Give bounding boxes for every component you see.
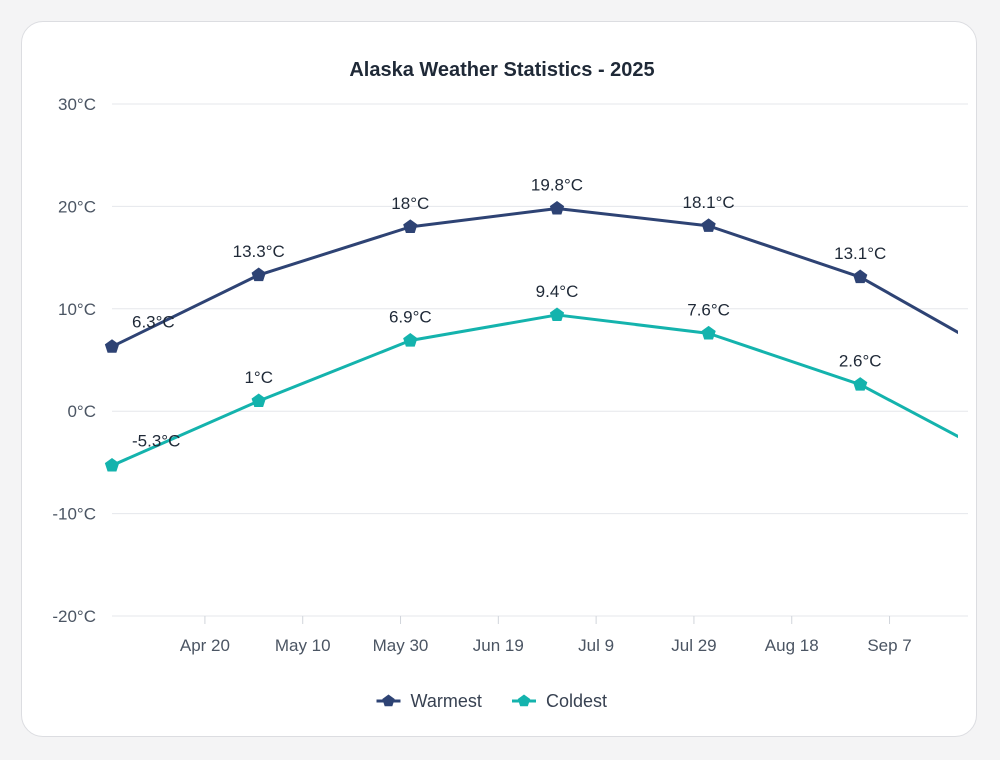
data-point-coldest[interactable] xyxy=(104,457,120,472)
data-point-coldest[interactable] xyxy=(853,377,868,391)
data-label-coldest: -5.3°C xyxy=(132,431,180,450)
series-line-coldest xyxy=(110,313,958,467)
x-tick-label: Jul 29 xyxy=(671,636,716,655)
data-label-coldest: 9.4°C xyxy=(536,282,579,301)
line-chart: Alaska Weather Statistics - 2025 30°C 20°… xyxy=(52,59,968,711)
y-tick-label: -10°C xyxy=(52,505,96,524)
data-point-warmest[interactable] xyxy=(104,339,120,353)
data-point-warmest[interactable] xyxy=(251,267,266,282)
y-tick-label: 0°C xyxy=(67,402,96,421)
data-point-coldest[interactable] xyxy=(403,333,418,347)
data-label-warmest: 13.3°C xyxy=(233,242,285,261)
x-tick-label: Apr 20 xyxy=(180,636,230,655)
legend-marker-icon xyxy=(382,694,395,707)
chart-card: Alaska Weather Statistics - 2025 30°C 20°… xyxy=(21,21,977,737)
chart-title: Alaska Weather Statistics - 2025 xyxy=(349,59,654,81)
legend-marker-icon xyxy=(517,694,531,707)
data-point-warmest[interactable] xyxy=(701,218,716,232)
legend: Warmest Coldest xyxy=(376,691,607,711)
data-label-coldest: 2.6°C xyxy=(839,352,882,371)
legend-item-warmest[interactable]: Warmest xyxy=(376,691,482,711)
data-point-warmest[interactable] xyxy=(549,200,565,215)
y-tick-label: 30°C xyxy=(58,95,96,114)
data-label-warmest: 13.1°C xyxy=(834,244,886,263)
data-label-warmest: 6.3°C xyxy=(132,313,175,332)
x-tick-label: May 30 xyxy=(373,636,429,655)
grid xyxy=(112,103,968,617)
data-point-warmest[interactable] xyxy=(403,219,418,233)
data-labels: 6.3°C 13.3°C 18°C 19.8°C 18.1°C 13.1°C -5.3°C 1… xyxy=(132,175,886,450)
x-tick-label: Aug 18 xyxy=(765,636,819,655)
y-axis: 30°C 20°C 10°C 0°C -10°C -20°C xyxy=(52,95,96,626)
data-point-warmest[interactable] xyxy=(853,269,868,284)
data-label-warmest: 19.8°C xyxy=(531,175,583,194)
data-point-coldest[interactable] xyxy=(549,307,565,322)
y-tick-label: 10°C xyxy=(58,300,96,319)
x-axis: Apr 20 May 10 May 30 Jun 19 Jul 9 Jul 29 Aug 1… xyxy=(180,616,912,655)
x-tick-label: Jul 9 xyxy=(578,636,614,655)
x-tick-label: May 10 xyxy=(275,636,331,655)
data-label-coldest: 7.6°C xyxy=(687,300,730,319)
data-label-coldest: 1°C xyxy=(244,368,273,387)
legend-item-coldest[interactable]: Coldest xyxy=(512,691,607,711)
y-tick-label: -20°C xyxy=(52,607,96,626)
legend-label: Coldest xyxy=(546,691,607,711)
series-layer xyxy=(104,200,958,472)
data-label-warmest: 18°C xyxy=(391,194,429,213)
legend-label: Warmest xyxy=(411,691,482,711)
y-tick-label: 20°C xyxy=(58,197,96,216)
x-tick-label: Jun 19 xyxy=(473,636,524,655)
data-label-coldest: 6.9°C xyxy=(389,308,432,327)
data-point-coldest[interactable] xyxy=(251,393,266,408)
data-point-coldest[interactable] xyxy=(701,325,716,340)
data-label-warmest: 18.1°C xyxy=(683,193,735,212)
x-tick-label: Sep 7 xyxy=(867,636,911,655)
